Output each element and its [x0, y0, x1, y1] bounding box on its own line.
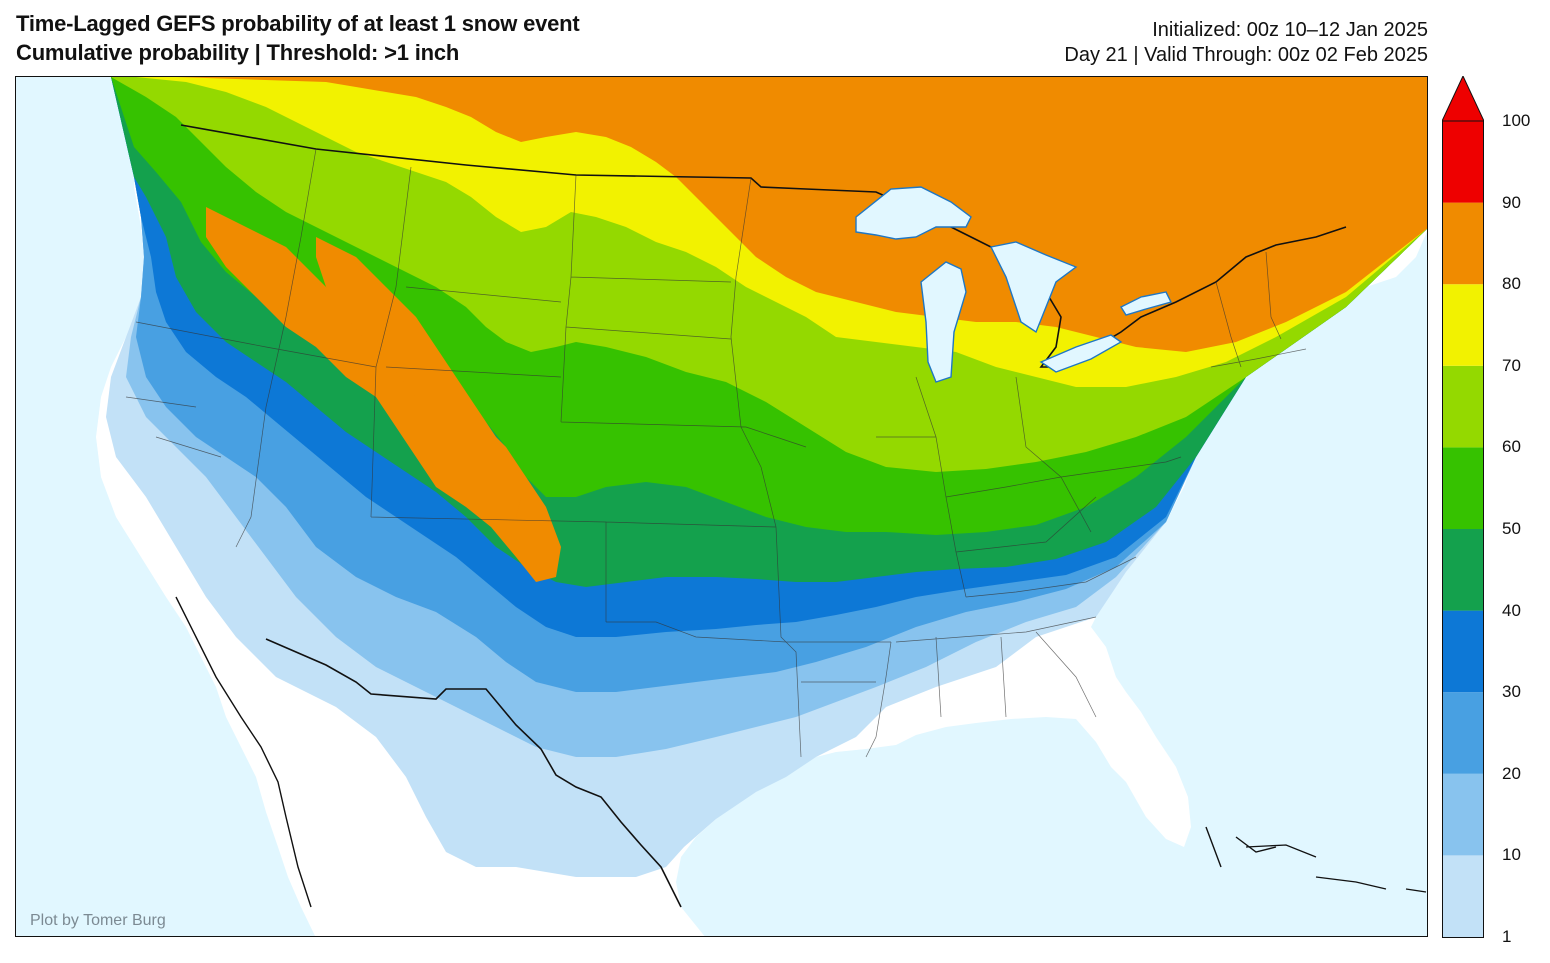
- colorbar-tick-label: 10: [1502, 845, 1521, 865]
- colorbar-tick-label: 20: [1502, 763, 1521, 783]
- colorbar-extend-arrow: [1442, 76, 1484, 122]
- valid-through-label: Day 21 | Valid Through: 00z 02 Feb 2025: [1064, 44, 1428, 66]
- lake-erie: [1039, 334, 1123, 373]
- colorbar-segment: [1442, 529, 1484, 611]
- colorbar-segment: [1442, 284, 1484, 366]
- colorbar-tick-label: 80: [1502, 274, 1521, 294]
- colorbar-segment: [1442, 773, 1484, 856]
- probability-map: Plot by Tomer Burg: [30, 77, 1427, 936]
- probability-band: [176, 77, 1427, 352]
- colorbar-tick-label: 90: [1502, 192, 1521, 212]
- chart-subtitle: Cumulative probability | Threshold: >1 i…: [16, 40, 460, 65]
- colorbar-segment: [1442, 202, 1484, 285]
- colorbar-segment: [1442, 447, 1484, 529]
- coastline-details: [175, 596, 1277, 908]
- colorbar-tick-label: 70: [1502, 355, 1521, 375]
- us-mexico-border: [265, 638, 682, 908]
- chart-title: Time-Lagged GEFS probability of at least…: [16, 11, 580, 36]
- plot-credit: Plot by Tomer Burg: [30, 912, 166, 929]
- colorbar-segments: [1442, 121, 1484, 937]
- colorbar-segment: [1442, 365, 1484, 448]
- colorbar-tick-label: 1: [1502, 927, 1512, 946]
- islands: [1245, 844, 1427, 893]
- colorbar-segment: [1442, 855, 1484, 937]
- map-panel[interactable]: Plot by Tomer Burg: [15, 76, 1428, 937]
- lake-superior: [855, 186, 972, 240]
- colorbar-segment: [1442, 121, 1484, 203]
- lake-huron: [989, 241, 1078, 334]
- state-lines: [125, 148, 1307, 758]
- great-lakes: [855, 186, 1173, 383]
- lake-ontario: [1119, 291, 1173, 316]
- lake-michigan: [920, 261, 967, 383]
- probability-band: [316, 237, 521, 517]
- probability-contours: [106, 77, 1427, 877]
- colorbar: [1442, 76, 1484, 938]
- colorbar-segment: [1442, 610, 1484, 693]
- initialized-label: Initialized: 00z 10–12 Jan 2025: [1152, 19, 1428, 41]
- colorbar-tick-label: 30: [1502, 682, 1521, 702]
- colorbar-tick-label: 50: [1502, 519, 1521, 538]
- caribbean-islands: [1245, 844, 1427, 893]
- colorbar-tick-label: 40: [1502, 600, 1521, 620]
- colorbar-segment: [1442, 692, 1484, 774]
- colorbar-tick-label: 60: [1502, 437, 1521, 457]
- probability-band: [206, 207, 561, 582]
- colorbar-border: [1442, 120, 1484, 938]
- colorbar-tick-label: 100: [1502, 111, 1531, 130]
- boundaries: [125, 124, 1347, 908]
